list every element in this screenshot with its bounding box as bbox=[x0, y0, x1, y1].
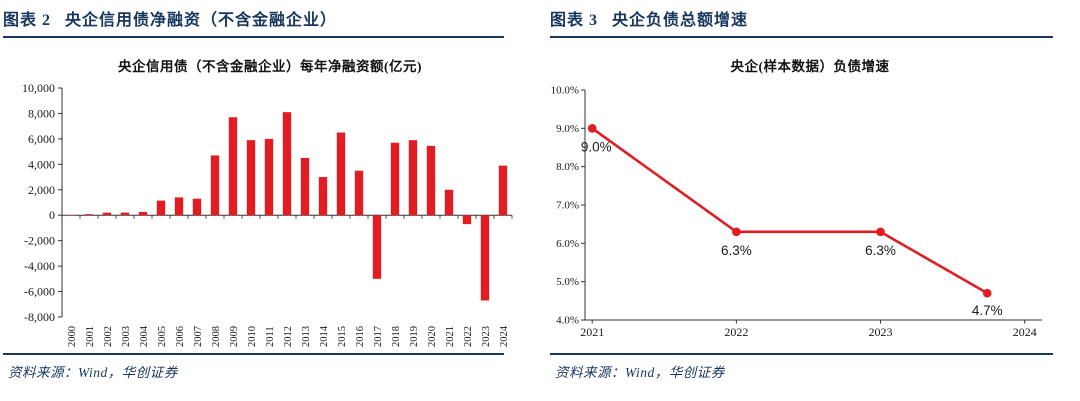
figure-3-header-rule bbox=[550, 36, 1053, 38]
bar bbox=[66, 214, 76, 216]
y-tick-label: -8,000 bbox=[24, 310, 55, 324]
x-category-label: 2007 bbox=[193, 326, 204, 347]
bar bbox=[444, 189, 454, 216]
y-tick-label: -6,000 bbox=[24, 285, 55, 299]
bar bbox=[462, 215, 472, 225]
y-tick-label: 2,000 bbox=[28, 183, 55, 197]
x-tick-label: 2021 bbox=[580, 325, 604, 339]
data-point-label: 9.0% bbox=[581, 139, 612, 154]
x-category-label: 2002 bbox=[103, 326, 114, 347]
bar bbox=[390, 142, 400, 216]
y-tick-label: 4.0% bbox=[556, 315, 579, 327]
figure-2-header: 图表 2 央企信用债净融资（不含金融企业） bbox=[3, 6, 337, 30]
y-tick-label: -2,000 bbox=[24, 234, 55, 248]
x-category-label: 2014 bbox=[319, 325, 330, 347]
bar bbox=[480, 215, 490, 301]
bar bbox=[372, 215, 382, 279]
x-category-label: 2016 bbox=[355, 326, 366, 347]
y-tick-label: 5.0% bbox=[556, 276, 579, 288]
x-category-label: 2008 bbox=[211, 326, 222, 347]
bar bbox=[192, 198, 202, 216]
x-tick-label: 2023 bbox=[869, 325, 893, 339]
data-point-marker bbox=[876, 227, 885, 237]
bar-chart: 10,000 8,000 6,000 4,000 2,000 0 -2,000 -4,000 -… bbox=[22, 81, 513, 347]
figure-3-tag: 图表 3 bbox=[550, 12, 599, 29]
bar bbox=[156, 200, 166, 216]
x-category-label: 2017 bbox=[373, 326, 384, 347]
figure-3-source-note: 资料来源：Wind，华创证券 bbox=[555, 365, 725, 380]
bar-chart-title: 央企信用债（不含金融企业）每年净融资额(亿元) bbox=[118, 59, 422, 74]
x-category-label: 2021 bbox=[445, 326, 456, 347]
bar bbox=[318, 177, 328, 216]
y-tick-label: 7.0% bbox=[556, 200, 579, 212]
y-tick-label: 10.0% bbox=[551, 85, 579, 97]
y-tick-label: 9.0% bbox=[556, 123, 579, 135]
bar bbox=[246, 140, 256, 216]
y-tick-label: 8.0% bbox=[556, 161, 579, 173]
data-point-label: 6.3% bbox=[721, 243, 752, 258]
figure-2-header-title: 央企信用债净融资（不含金融企业） bbox=[65, 12, 338, 29]
bar bbox=[84, 214, 94, 216]
data-point-marker bbox=[587, 124, 597, 133]
x-category-label: 2018 bbox=[391, 326, 402, 347]
figure-2-header-rule bbox=[3, 36, 504, 38]
bar bbox=[102, 212, 112, 216]
bar bbox=[264, 138, 274, 216]
bar bbox=[498, 165, 508, 216]
bar bbox=[282, 112, 292, 216]
x-category-label: 2003 bbox=[121, 326, 132, 347]
bar bbox=[138, 211, 148, 216]
x-category-label: 2001 bbox=[85, 326, 96, 347]
y-tick-label: 6,000 bbox=[28, 132, 55, 146]
bar bbox=[210, 155, 220, 216]
y-tick-label: 10,000 bbox=[22, 81, 55, 95]
line-chart-title: 央企(样本数据）负债增速 bbox=[730, 59, 890, 74]
x-category-label: 2009 bbox=[229, 326, 240, 347]
x-category-label: 2011 bbox=[265, 326, 276, 347]
bar bbox=[120, 212, 130, 216]
bar bbox=[300, 157, 310, 216]
y-tick-label: -4,000 bbox=[24, 259, 55, 273]
figure-3-header-title: 央企负债总额增速 bbox=[612, 12, 749, 29]
x-category-label: 2015 bbox=[337, 326, 348, 347]
figure-2-footer-rule bbox=[3, 353, 504, 355]
figure-2-source-note: 资料来源：Wind，华创证券 bbox=[8, 365, 178, 380]
data-point-label: 6.3% bbox=[865, 243, 896, 258]
figure-3-header: 图表 3 央企负债总额增速 bbox=[550, 6, 748, 30]
data-point-label: 4.7% bbox=[972, 303, 1003, 318]
figure-3-panel: 图表 3 央企负债总额增速 央企(样本数据）负债增速 10.0% 9.0% 8.0% 7… bbox=[540, 0, 1080, 401]
x-category-label: 2005 bbox=[157, 326, 168, 347]
figure-2-panel: 图表 2 央企信用债净融资（不含金融企业） 央企信用债（不含金融企业）每年净融资额… bbox=[3, 6, 513, 380]
bar bbox=[174, 197, 184, 216]
x-category-label: 2022 bbox=[463, 326, 474, 347]
x-category-label: 2004 bbox=[139, 325, 150, 347]
x-category-label: 2010 bbox=[247, 326, 258, 347]
line-chart: 10.0%9.0%8.0%7.0%6.0%5.0%4.0%2021 2022 202… bbox=[551, 85, 1042, 339]
y-tick-label: 8,000 bbox=[28, 106, 55, 120]
bar bbox=[336, 132, 346, 216]
x-category-label: 2006 bbox=[175, 326, 186, 347]
x-category-label: 2012 bbox=[283, 326, 294, 347]
y-tick-label: 6.0% bbox=[556, 238, 579, 250]
figure-3-footer-rule bbox=[550, 353, 1053, 355]
data-point-marker bbox=[732, 227, 741, 237]
bar bbox=[408, 140, 418, 216]
bar bbox=[228, 117, 238, 216]
bar bbox=[426, 145, 436, 216]
figure-2-tag: 图表 2 bbox=[3, 12, 52, 29]
data-point-marker bbox=[982, 288, 992, 298]
x-tick-label: 2024 bbox=[1013, 325, 1037, 339]
bar bbox=[354, 170, 364, 216]
y-tick-label: 4,000 bbox=[28, 157, 55, 171]
x-category-label: 2024 bbox=[499, 325, 510, 347]
x-category-label: 2000 bbox=[67, 326, 78, 347]
x-tick-label: 2022 bbox=[724, 325, 748, 339]
x-category-label: 2020 bbox=[427, 326, 438, 347]
line-series bbox=[590, 127, 989, 295]
y-tick-label: 0 bbox=[49, 208, 55, 222]
x-category-label: 2023 bbox=[481, 326, 492, 347]
x-category-label: 2019 bbox=[409, 326, 420, 347]
x-category-label: 2013 bbox=[301, 326, 312, 347]
